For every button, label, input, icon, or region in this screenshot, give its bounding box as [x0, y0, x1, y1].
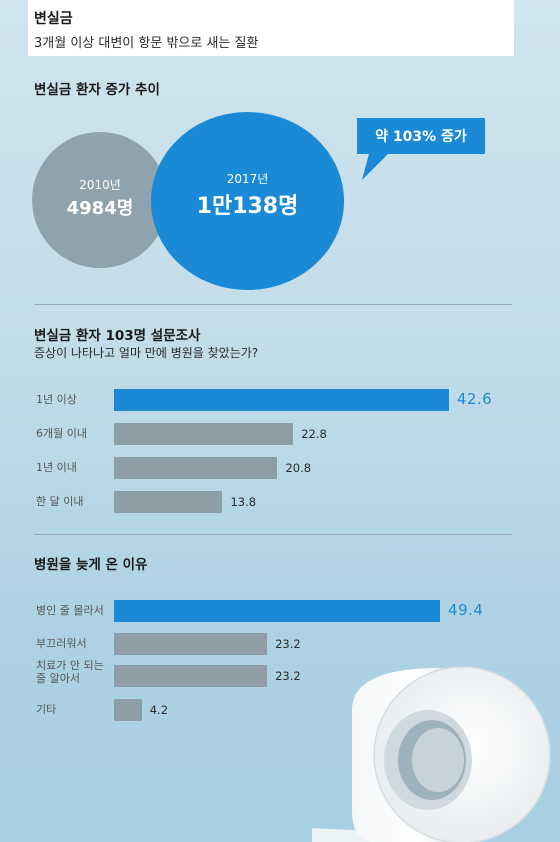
reasons-bar-3	[114, 699, 142, 721]
circle-2017: 2017년 1만138명	[151, 112, 344, 290]
header-title: 변실금	[34, 11, 73, 27]
survey-value-2: 20.8	[285, 461, 312, 475]
circle-2010-count: 4984명	[66, 198, 134, 219]
reasons-bar-0	[114, 600, 441, 622]
reasons-title: 병원을 늦게 온 이유	[34, 557, 148, 573]
toilet-paper-roll-icon	[312, 666, 551, 842]
survey-label-1: 6개월 이내	[36, 427, 87, 440]
circle-2017-year: 2017년	[226, 172, 269, 186]
divider-2	[34, 534, 512, 535]
reasons-label-0: 병인 줄 몰라서	[36, 604, 104, 617]
header-subtitle: 3개월 이상 대변이 항문 밖으로 새는 질환	[34, 36, 259, 51]
increase-callout: 약 103% 증가	[357, 118, 485, 154]
survey-title: 변실금 환자 103명 설문조사	[34, 328, 201, 344]
circle-2017-count: 1만138명	[196, 194, 299, 219]
survey-label-2: 1년 이내	[36, 461, 77, 474]
survey-value-0: 42.6	[456, 390, 493, 408]
reasons-label-3: 기타	[36, 703, 57, 716]
circle-2010: 2010년 4984명	[32, 132, 168, 268]
callout-tail-icon	[362, 150, 392, 180]
survey-bar-2	[114, 457, 278, 479]
reasons-bar-1	[114, 633, 268, 655]
survey-label-3: 한 달 이내	[36, 495, 84, 508]
header-box: 변실금 3개월 이상 대변이 항문 밖으로 새는 질환	[28, 0, 514, 56]
survey-value-3: 13.8	[230, 495, 257, 509]
reasons-value-2: 23.2	[275, 669, 301, 683]
survey-question: 증상이 나타나고 얼마 만에 병원을 찾았는가?	[34, 346, 259, 360]
survey-bar-3	[114, 491, 223, 513]
circle-2010-year: 2010년	[79, 178, 121, 192]
reasons-bar-2	[114, 665, 268, 687]
reasons-value-0: 49.4	[448, 601, 484, 619]
reasons-label-1: 부끄러워서	[36, 637, 87, 650]
reasons-label-2: 치료가 안 되는 줄 알아서	[36, 659, 104, 685]
reasons-value-1: 23.2	[275, 637, 301, 651]
survey-label-0: 1년 이상	[36, 393, 77, 406]
survey-value-1: 22.8	[301, 427, 327, 441]
trend-title: 변실금 환자 증가 추이	[34, 82, 160, 98]
survey-bar-1	[114, 423, 294, 445]
divider-1	[34, 304, 512, 305]
reasons-value-3: 4.2	[149, 703, 169, 717]
survey-bar-0	[114, 389, 449, 411]
